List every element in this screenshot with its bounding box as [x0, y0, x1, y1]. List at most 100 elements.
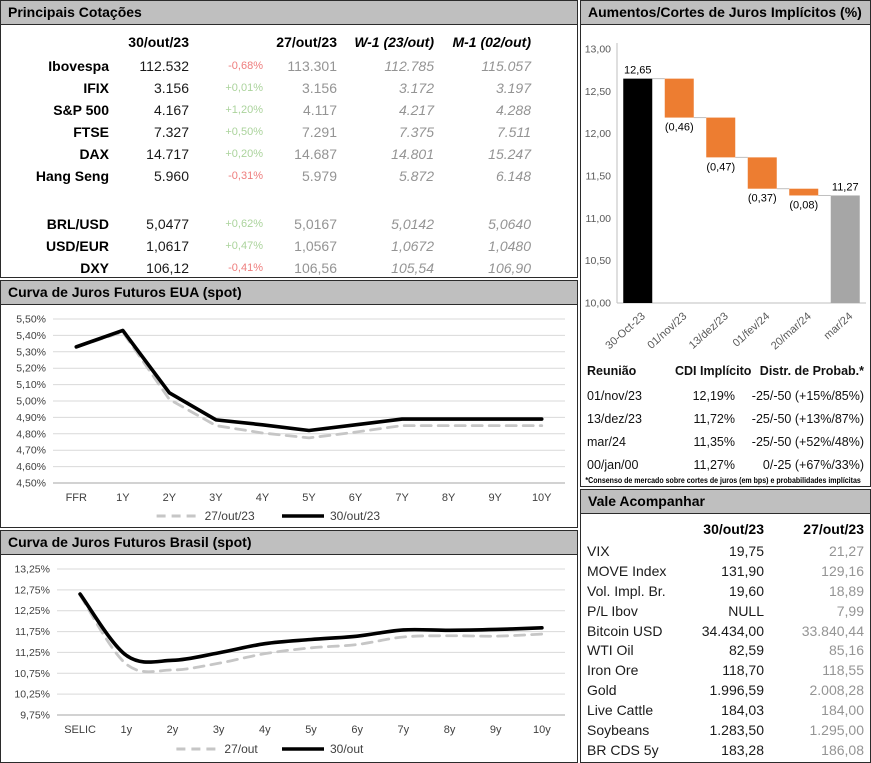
watch-row: P/L Ibov NULL 7,99 [587, 601, 864, 621]
meetings-row: 13/dez/23 11,72% -25/-50 (+13%/87%) [587, 407, 864, 430]
watch-previous: 129,16 [821, 562, 864, 579]
x-category-label: 4y [259, 724, 271, 736]
y-tick-label: 13,00 [585, 44, 611, 56]
usa-curve-chart: 4,50% 4,60% 4,70% 4,80% 4,90% 5,00% 5,10% 5,20%… [1, 305, 577, 527]
watch-previous: 21,27 [828, 542, 864, 559]
watch-current: 82,59 [728, 642, 764, 659]
quotes-table: 30/out/23 27/out/23 W-1 (23/out) M-1 (02/ou… [1, 25, 577, 277]
quotes-row: DXY 106,12 -0,41% 106,56 105,54 106,90 [1, 257, 577, 277]
watch-label: Soybeans [587, 722, 650, 739]
x-category-label: FFR [66, 492, 87, 504]
y-tick-label: 12,00 [585, 128, 611, 140]
watch-current: NULL [728, 602, 764, 619]
quote-prev: 113.301 [287, 58, 337, 74]
panel-principais-cotacoes: Principais Cotações 30/out/23 27/out/23 W-… [0, 0, 578, 278]
quotes-row: S&P 500 4.167 +1,20% 4.117 4.217 4.288 [1, 99, 577, 121]
x-category-label: 2y [167, 724, 179, 736]
watch-current: 131,90 [721, 562, 764, 579]
quotes-column-header: M-1 (02/out) [452, 34, 531, 50]
watch-row: Soybeans 1.283,50 1.295,00 [587, 720, 864, 740]
quote-label: Ibovespa [48, 58, 109, 74]
panel-implied-rates: Aumentos/Cortes de Juros Implícitos (%) … [580, 0, 871, 487]
meeting-date: mar/24 [587, 434, 626, 449]
quotes-column-header: W-1 (23/out) [354, 34, 434, 50]
y-tick-label: 4,60% [16, 461, 46, 473]
watch-label: Gold [587, 682, 617, 699]
quote-change: -0,31% [228, 170, 263, 182]
x-category-label: 5Y [302, 492, 316, 504]
quote-current: 5.960 [153, 168, 189, 184]
quotes-row: Ibovespa 112.532 -0,68% 113.301 112.785 115.0… [1, 55, 577, 77]
waterfall-bar [623, 78, 653, 303]
quote-w1: 1,0672 [391, 238, 434, 254]
y-tick-label: 11,50 [586, 171, 612, 183]
panel-vale-acompanhar: Vale Acompanhar 30/out/23 27/out/23 VIX 19,… [580, 489, 871, 763]
bar-value-label: 12,65 [624, 65, 652, 77]
x-category-label: SELIC [64, 724, 96, 736]
y-tick-label: 12,50 [585, 86, 611, 98]
watch-label: BR CDS 5y [587, 742, 659, 759]
x-category-label: mar/24 [822, 310, 855, 342]
quotes-row: BRL/USD 5,0477 +0,62% 5,0167 5,0142 5,0640 [1, 213, 577, 235]
x-category-label: 9y [490, 724, 502, 736]
quote-current: 14.717 [146, 146, 189, 162]
meeting-probability: -25/-50 (+15%/85%) [751, 388, 864, 403]
watch-previous: 18,89 [828, 582, 864, 599]
watch-label: Bitcoin USD [587, 622, 663, 639]
brazil-curve-panel-title: Curva de Juros Futuros Brasil (spot) [1, 531, 577, 555]
meeting-date: 13/dez/23 [587, 411, 642, 426]
waterfall-bar [789, 188, 819, 196]
series-line-30-out-23 [74, 328, 544, 433]
watch-current: 19,75 [728, 542, 764, 559]
quote-current: 7.327 [153, 124, 189, 140]
quotes-column-header: 30/out/23 [128, 34, 189, 50]
quote-current: 3.156 [153, 80, 189, 96]
meetings-column-header: CDI Implícito [675, 363, 752, 378]
implied-rates-panel-title: Aumentos/Cortes de Juros Implícitos (%) [581, 1, 870, 25]
legend-label: 27/out [224, 742, 258, 756]
meetings-row: 01/nov/23 12,19% -25/-50 (+15%/85%) [587, 384, 864, 407]
quotes-row: USD/EUR 1,0617 +0,47% 1,0567 1,0672 1,0480 [1, 235, 577, 257]
quote-w1: 112.785 [384, 58, 434, 74]
quote-change: +1,20% [225, 104, 263, 116]
quote-prev: 106,56 [294, 260, 337, 276]
quote-change: +0,50% [225, 126, 263, 138]
watch-column-header: 27/out/23 [803, 520, 864, 537]
meeting-probability: 0/-25 (+67%/33%) [762, 457, 864, 472]
quote-w1: 5,0142 [391, 216, 434, 232]
meetings-row: mar/24 11,35% -25/-50 (+52%/48%) [587, 430, 864, 453]
quote-prev: 7.291 [301, 124, 337, 140]
quote-prev: 5,0167 [294, 216, 337, 232]
y-tick-label: 5,20% [16, 363, 46, 375]
watch-row: WTI Oil 82,59 85,16 [587, 641, 864, 661]
x-category-label: 6y [351, 724, 363, 736]
meeting-cdi: 11,35% [693, 434, 735, 449]
meetings-column-header: Distr. de Probab.* [759, 363, 864, 378]
quote-w1: 14.801 [391, 146, 434, 162]
legend-label: 30/out/23 [330, 509, 380, 523]
y-tick-label: 5,40% [16, 330, 46, 342]
quotes-row: Hang Seng 5.960 -0,31% 5.979 5.872 6.148 [1, 165, 577, 187]
meeting-probability: -25/-50 (+52%/48%) [751, 434, 864, 449]
implied-rates-waterfall-chart: 10,00 10,50 11,00 11,50 12,00 12,50 13,00 12,65… [581, 25, 870, 355]
y-tick-label: 4,90% [16, 412, 46, 424]
meeting-date: 00/jan/00 [587, 457, 639, 472]
meeting-date: 01/nov/23 [587, 388, 642, 403]
watch-row: Gold 1.996,59 2.008,28 [587, 680, 864, 700]
quote-m1: 106,90 [488, 260, 531, 276]
series-line-27-out-23 [74, 330, 544, 440]
watch-label: P/L Ibov [587, 602, 638, 619]
left-column: Principais Cotações 30/out/23 27/out/23 W-… [0, 0, 578, 763]
watch-panel-title: Vale Acompanhar [581, 490, 870, 514]
y-tick-label: 4,80% [16, 428, 46, 440]
bar-value-label: 11,27 [832, 181, 859, 193]
quote-m1: 15.247 [488, 146, 531, 162]
quote-prev: 1,0567 [294, 238, 337, 254]
waterfall-bar [706, 117, 736, 158]
quote-change: +0,01% [225, 82, 263, 94]
quote-m1: 5,0640 [488, 216, 531, 232]
x-category-label: 8Y [442, 492, 456, 504]
y-tick-label: 11,25% [15, 647, 50, 659]
quote-label: USD/EUR [45, 238, 109, 254]
right-column: Aumentos/Cortes de Juros Implícitos (%) … [580, 0, 871, 763]
